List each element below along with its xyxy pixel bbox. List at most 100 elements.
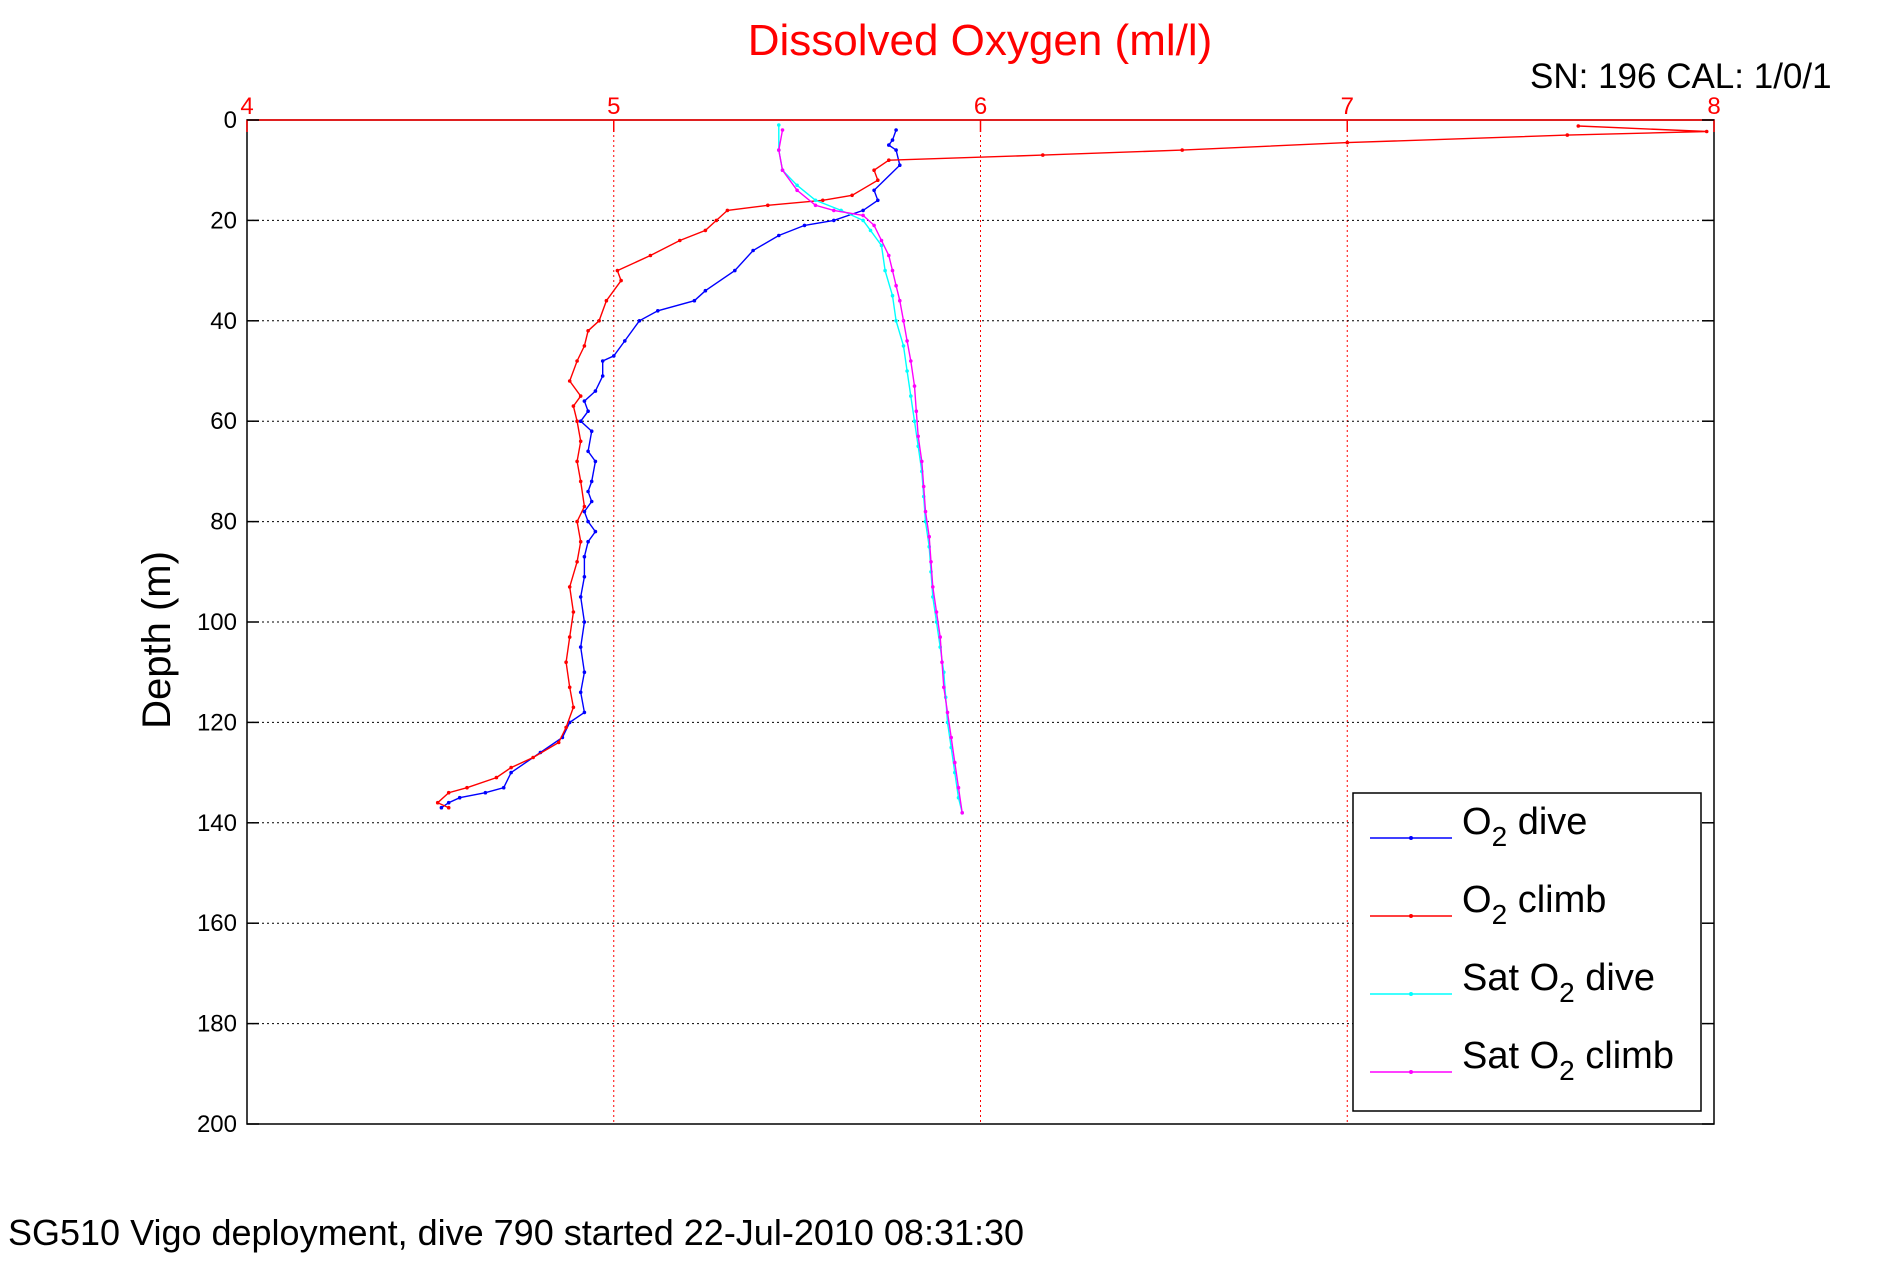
data-point — [582, 554, 587, 559]
data-point — [578, 439, 583, 444]
data-point — [575, 459, 579, 464]
data-point — [890, 293, 895, 298]
data-point — [894, 128, 898, 132]
legend-label: Sat O2 dive — [1462, 957, 1655, 1008]
data-point — [872, 223, 876, 228]
data-point — [938, 635, 942, 639]
data-point — [593, 529, 598, 534]
data-point — [872, 188, 876, 193]
data-point — [586, 329, 590, 333]
data-point — [887, 143, 891, 147]
data-point — [578, 394, 583, 398]
x-tick-label: 4 — [240, 93, 253, 120]
data-point — [960, 811, 964, 815]
data-point — [578, 419, 583, 424]
data-point — [501, 785, 506, 790]
data-point — [446, 790, 451, 795]
data-point — [802, 223, 807, 228]
data-point — [923, 509, 928, 514]
legend-marker — [1409, 1070, 1413, 1074]
data-point — [1041, 153, 1045, 157]
series-line — [441, 129, 901, 809]
data-point — [564, 660, 568, 664]
data-point — [578, 690, 583, 695]
data-point — [887, 253, 891, 258]
y-tick-label: 140 — [197, 810, 237, 837]
data-point — [582, 344, 587, 348]
legend-entry: Sat O2 dive — [1370, 957, 1655, 1008]
data-point — [446, 800, 451, 805]
data-point — [582, 620, 587, 624]
data-point — [931, 585, 935, 589]
x-tick-label: 8 — [1707, 93, 1720, 120]
data-point — [483, 790, 488, 795]
data-point — [575, 519, 579, 524]
data-point — [813, 203, 818, 208]
data-point — [780, 128, 785, 132]
data-point — [879, 243, 884, 248]
data-point — [509, 770, 513, 775]
data-point — [582, 509, 587, 514]
data-point — [612, 354, 616, 358]
legend-entry: Sat O2 climb — [1370, 1035, 1674, 1086]
data-point — [914, 409, 919, 414]
data-point — [586, 409, 590, 414]
data-point — [582, 670, 587, 674]
data-point — [905, 369, 909, 373]
data-point — [1565, 133, 1570, 137]
y-tick-label: 180 — [197, 1011, 237, 1038]
data-point — [949, 735, 953, 740]
data-point — [575, 419, 579, 424]
data-point — [703, 228, 708, 233]
data-point — [567, 635, 572, 639]
series-0 — [439, 128, 902, 810]
data-point — [1576, 124, 1581, 128]
legend-box — [1352, 792, 1702, 1112]
data-point — [582, 710, 587, 715]
legend-marker — [1409, 992, 1413, 996]
data-point — [795, 183, 799, 188]
data-point — [909, 394, 913, 398]
data-point — [832, 208, 836, 213]
data-point — [567, 585, 572, 589]
dive-caption: SG510 Vigo deployment, dive 790 started … — [8, 1212, 1024, 1253]
y-tick-label: 160 — [197, 910, 237, 937]
data-point — [648, 253, 653, 258]
data-point — [795, 188, 799, 193]
legend-entry: O2 dive — [1370, 801, 1587, 852]
data-point — [868, 228, 873, 233]
data-point — [586, 489, 590, 494]
data-point — [1704, 129, 1709, 134]
data-point — [586, 449, 590, 454]
data-point — [564, 725, 568, 730]
y-tick-label: 120 — [197, 709, 237, 736]
legend-label: O2 climb — [1462, 879, 1606, 930]
data-point — [1180, 148, 1184, 152]
data-point — [890, 268, 895, 273]
data-point — [578, 645, 583, 649]
data-point — [714, 218, 719, 223]
y-tick-label: 0 — [224, 107, 237, 134]
data-point — [956, 785, 961, 790]
data-point — [780, 168, 785, 172]
x-tick-label: 5 — [607, 93, 620, 120]
serial-calibration-label: SN: 196 CAL: 1/0/1 — [1530, 57, 1832, 96]
data-point — [600, 359, 605, 363]
data-point — [905, 339, 909, 343]
data-point — [604, 298, 609, 303]
data-point — [725, 208, 730, 213]
data-point — [733, 268, 737, 273]
series-3 — [777, 128, 964, 815]
data-point — [703, 288, 708, 293]
data-point — [578, 539, 583, 544]
data-point — [934, 610, 939, 614]
data-point — [872, 168, 876, 172]
data-point — [637, 319, 642, 323]
data-point — [901, 319, 906, 323]
data-point — [898, 298, 902, 303]
series-line — [778, 129, 963, 813]
data-point — [909, 359, 913, 363]
data-point — [692, 298, 697, 303]
data-point — [465, 785, 469, 790]
data-point — [912, 384, 917, 388]
